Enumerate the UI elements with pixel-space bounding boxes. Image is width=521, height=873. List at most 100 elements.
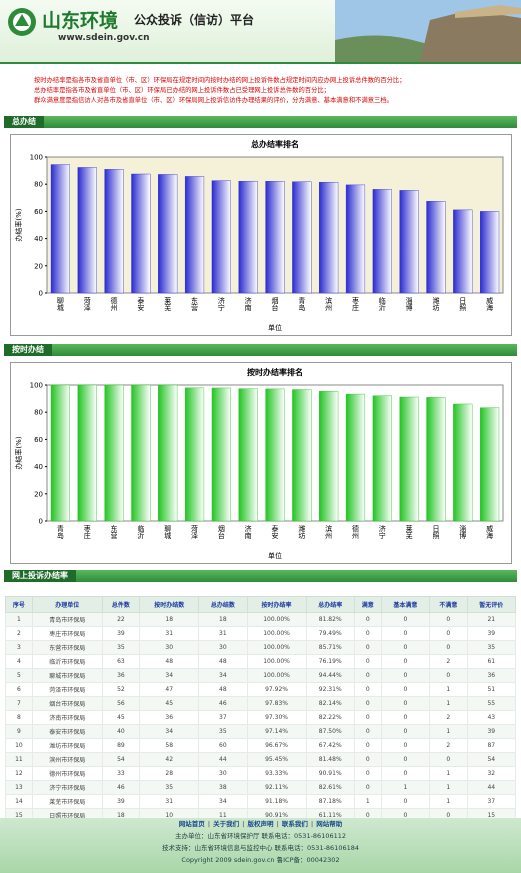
table-cell: 莱芜市环保局 bbox=[31, 794, 103, 809]
table-cell: 34 bbox=[198, 668, 248, 683]
scene-rock bbox=[420, 10, 521, 62]
table-cell: 35 bbox=[466, 640, 517, 655]
table-cell: 45 bbox=[101, 710, 141, 725]
footer: 网站首页 | 关于我们 | 版权声明 | 联系我们 | 网站帮助 主办单位：山东省环境保护厅 联… bbox=[0, 818, 521, 873]
x-tick-label: 日照 bbox=[432, 525, 440, 540]
table-cell: 0 bbox=[353, 780, 382, 795]
note: 总办结率是指各市及省直单位（市、区）环保局已办结的网上投诉件数占已受理网上投诉总… bbox=[34, 87, 330, 94]
table-cell: 0 bbox=[380, 626, 431, 641]
table-cell: 46 bbox=[198, 696, 248, 711]
table-cell: 0 bbox=[380, 724, 431, 739]
table-cell: 0 bbox=[380, 640, 431, 655]
table-cell: 93.33% bbox=[246, 766, 307, 781]
table-cell: 12 bbox=[5, 766, 33, 781]
table-cell: 85.71% bbox=[305, 640, 355, 655]
table-cell: 1 bbox=[429, 696, 468, 711]
table-cell: 48 bbox=[198, 682, 248, 697]
bar bbox=[345, 184, 366, 294]
logo-mark bbox=[15, 14, 29, 26]
table-row: 14 莱芜市环保局 39 31 34 91.18% 87.18% 1 0 1 37 bbox=[5, 794, 517, 809]
table-cell: 0 bbox=[380, 682, 431, 697]
table-cell: 2 bbox=[429, 654, 468, 669]
table-row: 4 临沂市环保局 63 48 48 100.00% 76.19% 0 0 2 61 bbox=[5, 654, 517, 669]
table-cell: 37 bbox=[198, 710, 248, 725]
chart-title: 按时办结率排名 bbox=[247, 367, 303, 377]
table-cell: 1 bbox=[429, 766, 468, 781]
table-cell: 3 bbox=[5, 640, 33, 655]
table-cell: 35 bbox=[139, 780, 200, 795]
bar bbox=[184, 387, 205, 522]
table-cell: 潍坊市环保局 bbox=[31, 738, 103, 753]
section-bar: 网上投诉办结率 bbox=[4, 570, 517, 582]
table-cell: 95.45% bbox=[246, 752, 307, 767]
table-cell: 28 bbox=[139, 766, 200, 781]
table-row: 6 菏泽市环保局 52 47 48 97.92% 92.31% 0 0 1 51 bbox=[5, 682, 517, 697]
x-axis-label: 单位 bbox=[268, 323, 282, 332]
table-cell: 0 bbox=[353, 710, 382, 725]
table-cell: 泰安市环保局 bbox=[31, 724, 103, 739]
table-cell: 2 bbox=[429, 738, 468, 753]
x-tick-label: 聊城 bbox=[56, 296, 64, 312]
bar bbox=[453, 403, 473, 522]
bar bbox=[319, 390, 339, 522]
table-cell: 1 bbox=[429, 794, 468, 809]
table-cell: 44 bbox=[198, 752, 248, 767]
chart-box: 总办结率排名 办结率(%) 单位 0 20 40 60 80 100 聊城 菏泽 德州 泰安 莱芜 东营 济宁… bbox=[10, 134, 512, 336]
y-tick-label: 40 bbox=[34, 235, 43, 243]
table-cell: 97.92% bbox=[246, 682, 307, 697]
site-url[interactable]: www.sdein.gov.cn bbox=[58, 33, 150, 43]
section-bar: 总办结 bbox=[4, 116, 517, 128]
table-cell: 1 bbox=[353, 794, 382, 809]
x-tick-label: 青岛 bbox=[298, 296, 306, 312]
y-tick-label: 100 bbox=[30, 154, 43, 162]
bar bbox=[158, 384, 178, 522]
table-cell: 32 bbox=[466, 766, 517, 781]
footer-link[interactable]: 版权声明 bbox=[247, 820, 274, 828]
bar bbox=[184, 176, 205, 294]
table-cell: 1 bbox=[429, 682, 468, 697]
table-cell: 青岛市环保局 bbox=[31, 612, 103, 627]
y-tick-label: 80 bbox=[34, 181, 43, 189]
bar bbox=[238, 180, 258, 294]
y-tick-label: 40 bbox=[34, 463, 43, 471]
table-cell: 76.19% bbox=[305, 654, 355, 669]
x-tick-label: 临沂 bbox=[378, 296, 386, 312]
table-cell: 31 bbox=[139, 626, 200, 641]
table-cell: 61 bbox=[466, 654, 517, 669]
table-cell: 79.49% bbox=[305, 626, 355, 641]
table-cell: 0 bbox=[353, 654, 382, 669]
y-tick-label: 60 bbox=[34, 208, 43, 216]
x-tick-label: 威海 bbox=[486, 296, 494, 312]
x-tick-label: 德州 bbox=[351, 524, 359, 539]
table-row: 10 潍坊市环保局 89 58 60 96.67% 67.42% 0 0 2 87 bbox=[5, 738, 517, 753]
footer-link[interactable]: 联系我们 bbox=[281, 820, 308, 828]
scene-wall bbox=[455, 5, 521, 18]
table-cell: 33 bbox=[101, 766, 141, 781]
table-cell: 0 bbox=[353, 640, 382, 655]
table-cell: 30 bbox=[139, 640, 200, 655]
table-cell: 21 bbox=[466, 612, 517, 627]
footer-link[interactable]: 关于我们 bbox=[213, 820, 240, 828]
table-wrap: 序号 办理单位 总件数 按时办结数 总办结数 按时办结率 总办结率 满意 基本满意 不满意 暂无评价… bbox=[5, 596, 517, 851]
table-cell: 40 bbox=[101, 724, 141, 739]
x-tick-label: 淄博 bbox=[405, 296, 413, 312]
table-cell: 39 bbox=[466, 626, 517, 641]
footer-link[interactable]: 网站首页 bbox=[178, 820, 205, 828]
table-cell: 0 bbox=[380, 794, 431, 809]
table-cell: 0 bbox=[380, 710, 431, 725]
table-cell: 0 bbox=[429, 640, 468, 655]
bar bbox=[104, 384, 124, 522]
table: 序号 办理单位 总件数 按时办结数 总办结数 按时办结率 总办结率 满意 基本满意 不满意 暂无评价… bbox=[5, 596, 517, 851]
x-axis-label: 单位 bbox=[268, 551, 282, 560]
table-cell: 81.82% bbox=[305, 612, 355, 627]
footer-link[interactable]: 网站帮助 bbox=[316, 820, 343, 828]
y-tick-label: 80 bbox=[34, 409, 43, 417]
table-header: 序号 办理单位 总件数 按时办结数 总办结数 按时办结率 总办结率 满意 基本满意 不满意 暂无评价 bbox=[5, 596, 517, 613]
table-cell: 枣庄市环保局 bbox=[31, 626, 103, 641]
table-cell: 22 bbox=[101, 612, 141, 627]
table-cell: 38 bbox=[198, 780, 248, 795]
table-cell: 87.50% bbox=[305, 724, 355, 739]
table-cell: 36 bbox=[139, 710, 200, 725]
